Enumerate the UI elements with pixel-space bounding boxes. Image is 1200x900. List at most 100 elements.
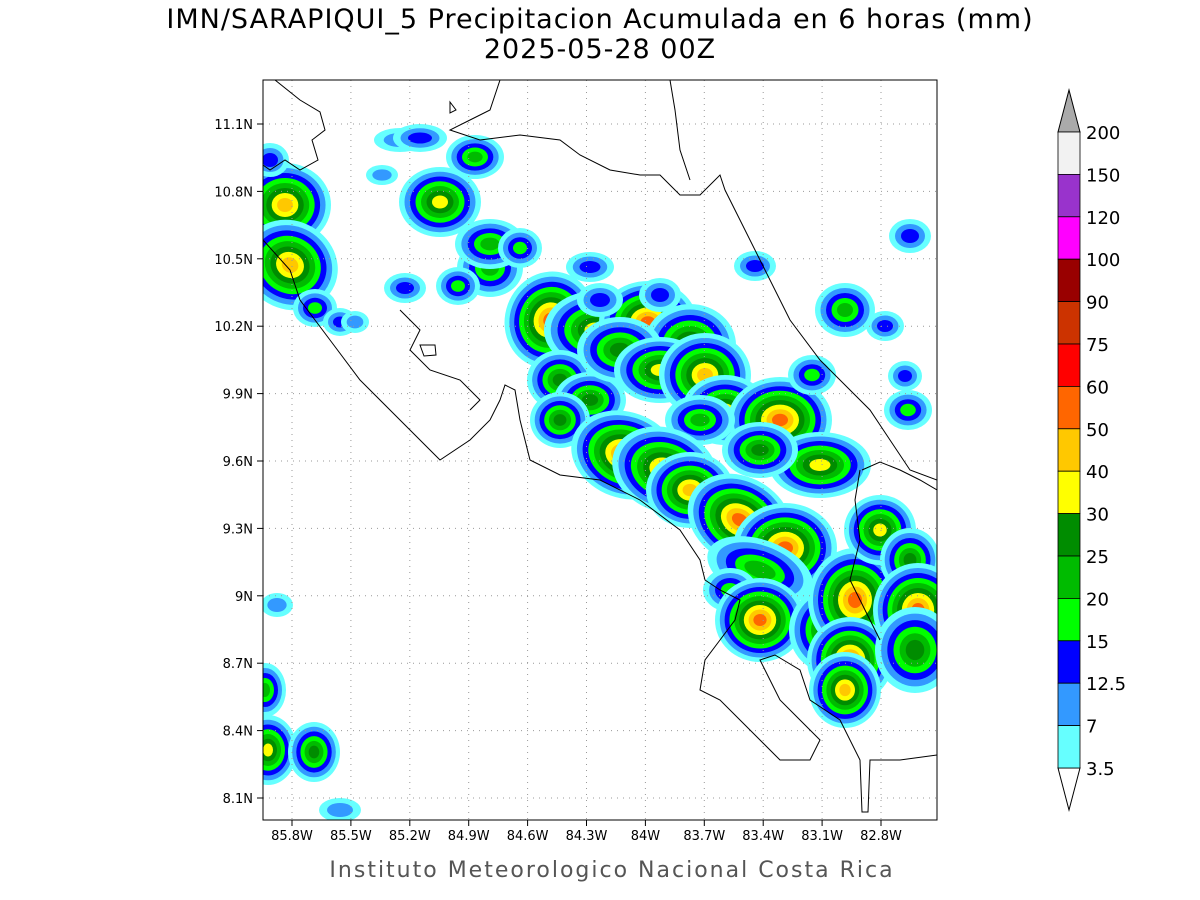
colorbar-bottom-arrow: [1057, 767, 1081, 812]
lat-label: 9.6N: [223, 455, 253, 470]
lat-label: 11.1N: [214, 118, 253, 133]
grid: 11.1N 10.8N 10.5N 10.2N 9.9N 9.6N 9.3N 9N 8.7N 8.…: [214, 80, 937, 844]
river-border: [669, 80, 691, 181]
precip-field: [263, 124, 937, 820]
precip-contour: [839, 683, 851, 697]
pacific-coast: [263, 239, 937, 813]
precip-contour: [579, 261, 601, 273]
lat-label: 10.5N: [214, 253, 253, 268]
colorbar-label: 40: [1086, 462, 1109, 483]
colorbar-box: [1057, 725, 1081, 769]
lat-label: 8.4N: [223, 725, 253, 740]
colorbar-label: 75: [1086, 335, 1109, 356]
precip-contour: [873, 523, 887, 537]
lon-label: 82.8W: [860, 829, 902, 844]
precip-contour: [751, 444, 769, 456]
colorbar-box: [1057, 428, 1081, 472]
precip-contour: [513, 241, 527, 255]
precip-contour: [590, 293, 610, 307]
colorbar-label: 15: [1086, 632, 1109, 653]
colorbar-label: 50: [1086, 420, 1109, 441]
precip-contour: [651, 288, 669, 302]
precip-contour: [451, 280, 465, 292]
precip-contour: [900, 403, 916, 417]
lake-shore: [263, 80, 326, 171]
precip-contour: [432, 195, 448, 209]
precip-contour: [281, 257, 299, 273]
colorbar-box: [1057, 216, 1081, 260]
precip-contour: [263, 153, 278, 167]
colorbar-label: 3.5: [1086, 759, 1115, 780]
colorbar-label: 20: [1086, 589, 1109, 610]
precip-contour: [877, 320, 893, 332]
precip-contour: [837, 303, 853, 317]
colorbar-label: 30: [1086, 505, 1109, 526]
precip-contour: [753, 614, 767, 626]
lon-label: 84.3W: [566, 829, 608, 844]
colorbar-label: 7: [1086, 717, 1097, 738]
colorbar-label: 12.5: [1086, 674, 1126, 695]
colorbar-box: [1057, 173, 1081, 218]
precip-contour: [480, 237, 500, 251]
colorbar-box: [1057, 555, 1081, 599]
precip-contour: [905, 639, 925, 661]
lon-label: 84W: [631, 829, 661, 844]
precip-contour: [772, 413, 788, 427]
colorbar-box: [1057, 513, 1081, 557]
lat-label: 9N: [235, 590, 253, 605]
colorbar-label: 90: [1086, 293, 1109, 314]
colorbar-box: [1057, 343, 1081, 387]
caribbean-coast: [448, 80, 937, 481]
colorbar-box: [1057, 258, 1081, 303]
precip-contour: [263, 683, 270, 697]
colorbar-label: 150: [1086, 165, 1120, 186]
title: IMN/SARAPIQUI_5 Precipitacion Acumulada …: [166, 4, 1033, 35]
precip-contour: [553, 414, 567, 426]
colorbar-label: 120: [1086, 208, 1120, 229]
precip-contour: [804, 368, 820, 382]
island: [419, 344, 437, 357]
precip-contour: [327, 803, 353, 817]
lat-label: 9.3N: [223, 522, 253, 537]
precip-contour: [809, 459, 831, 471]
precip-contour: [690, 413, 710, 427]
colorbar-label: 100: [1086, 250, 1120, 271]
precip-contour: [277, 198, 293, 212]
lat-label: 8.7N: [223, 657, 253, 672]
colorbar-box: [1057, 470, 1081, 515]
lat-label: 8.1N: [223, 792, 253, 807]
colorbar-box: [1057, 682, 1081, 727]
precip-contour: [263, 743, 273, 757]
precip-contour: [408, 132, 432, 144]
precip-contour: [396, 282, 414, 294]
colorbar-label: 25: [1086, 547, 1109, 568]
lon-label: 85.2W: [389, 829, 431, 844]
precip-contour: [901, 229, 919, 243]
lon-label: 84.6W: [507, 829, 549, 844]
subtitle: 2025-05-28 00Z: [484, 34, 716, 65]
colorbar-top-arrow: [1057, 88, 1081, 133]
lon-label: 83.1W: [801, 829, 843, 844]
lat-label: 10.2N: [214, 320, 253, 335]
precip-contour: [581, 394, 599, 406]
coastlines: [263, 80, 937, 813]
colorbar-box: [1057, 301, 1081, 345]
colorbar-label: 60: [1086, 377, 1109, 398]
precip-contour: [308, 302, 322, 314]
lon-label: 84.9W: [448, 829, 490, 844]
map-frame: [262, 79, 938, 821]
lon-label: 83.7W: [683, 829, 725, 844]
lat-label: 9.9N: [223, 388, 253, 403]
footer: Instituto Meteorologico Nacional Costa R…: [329, 858, 894, 883]
gulf-shore: [399, 309, 481, 411]
lon-label: 85.5W: [330, 829, 372, 844]
border: [849, 461, 937, 641]
precip-contour: [744, 560, 776, 580]
colorbar: 200 150 120 100 90 75 60 50 40 30 25 20 15 12.5 7 3.5: [1057, 88, 1126, 812]
precip-contour: [372, 169, 392, 181]
island: [449, 100, 457, 114]
lon-label: 85.8W: [271, 829, 313, 844]
colorbar-label: 200: [1086, 123, 1120, 144]
lat-label: 10.8N: [214, 185, 253, 200]
